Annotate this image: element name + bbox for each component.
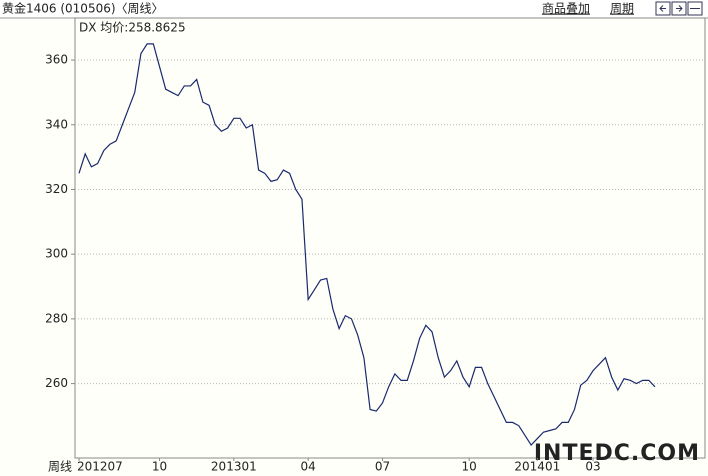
plot-frame [74,17,706,459]
x-tick-label: 03 [585,460,600,474]
x-tick-label: 201207 [77,460,123,474]
nav-icons [655,1,703,16]
annotation: DX 均价:258.8625 [79,21,186,35]
y-tick-label: 340 [45,117,68,131]
toolbar-button[interactable]: 商品叠加 [542,1,590,16]
y-tick-label: 360 [45,53,68,67]
y-tick-label: 280 [45,311,68,325]
x-axis-label: 周线 [48,460,72,474]
x-tick-label: 10 [462,460,477,474]
x-tick-label: 07 [375,460,390,474]
price-line [78,43,656,447]
chart-title: 黄金1406 (010506)〈周线〉 [2,1,164,16]
watermark: INTEDC.COM [534,441,700,466]
x-tick-label: 201301 [211,460,257,474]
y-tick-label: 260 [45,376,68,390]
x-tick-label: 04 [301,460,316,474]
x-tick-label: 201401 [514,460,560,474]
y-tick-label: 300 [45,247,68,261]
toolbar-button[interactable]: 周期 [610,2,634,16]
x-tick-label: 10 [152,460,167,474]
y-tick-label: 320 [45,182,68,196]
toolbar [0,0,708,18]
